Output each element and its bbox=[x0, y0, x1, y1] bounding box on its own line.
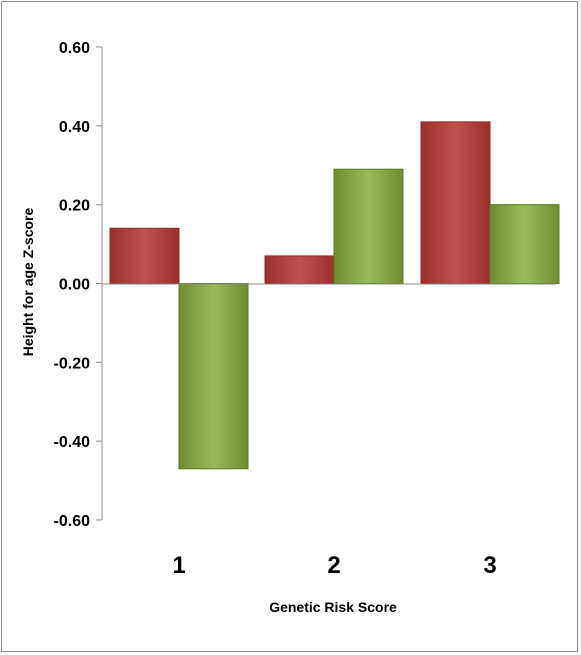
y-tick-label: 0.00 bbox=[59, 277, 90, 294]
y-tick-label: -0.60 bbox=[54, 513, 91, 530]
y-axis-title: Height for age Z-score bbox=[20, 208, 36, 357]
bar-series-1-category-2 bbox=[264, 255, 335, 285]
x-category-labels: 1 2 3 bbox=[172, 552, 496, 579]
bars bbox=[109, 121, 560, 470]
y-tick-label: -0.20 bbox=[54, 355, 91, 372]
y-tick-label: -0.40 bbox=[54, 434, 91, 451]
bar-series-2-category-2 bbox=[333, 168, 404, 284]
y-tick-label: 0.40 bbox=[59, 119, 90, 136]
y-tick-label: 0.60 bbox=[59, 40, 90, 57]
bar-series-1-category-1 bbox=[109, 227, 180, 284]
y-tick-label: 0.20 bbox=[59, 198, 90, 215]
bar-series-2-category-1 bbox=[178, 283, 249, 470]
y-ticks: 0.60 0.40 0.20 0.00 -0.20 -0.40 -0.60 bbox=[54, 40, 102, 530]
y-axis: 0.60 0.40 0.20 0.00 -0.20 -0.40 -0.60 bbox=[54, 40, 103, 530]
bar-series-1-category-3 bbox=[420, 121, 491, 285]
x-axis-title: Genetic Risk Score bbox=[269, 599, 397, 615]
x-category-label: 2 bbox=[327, 552, 340, 579]
x-category-label: 3 bbox=[483, 552, 496, 579]
x-category-label: 1 bbox=[172, 552, 185, 579]
bar-series-2-category-3 bbox=[489, 204, 560, 285]
